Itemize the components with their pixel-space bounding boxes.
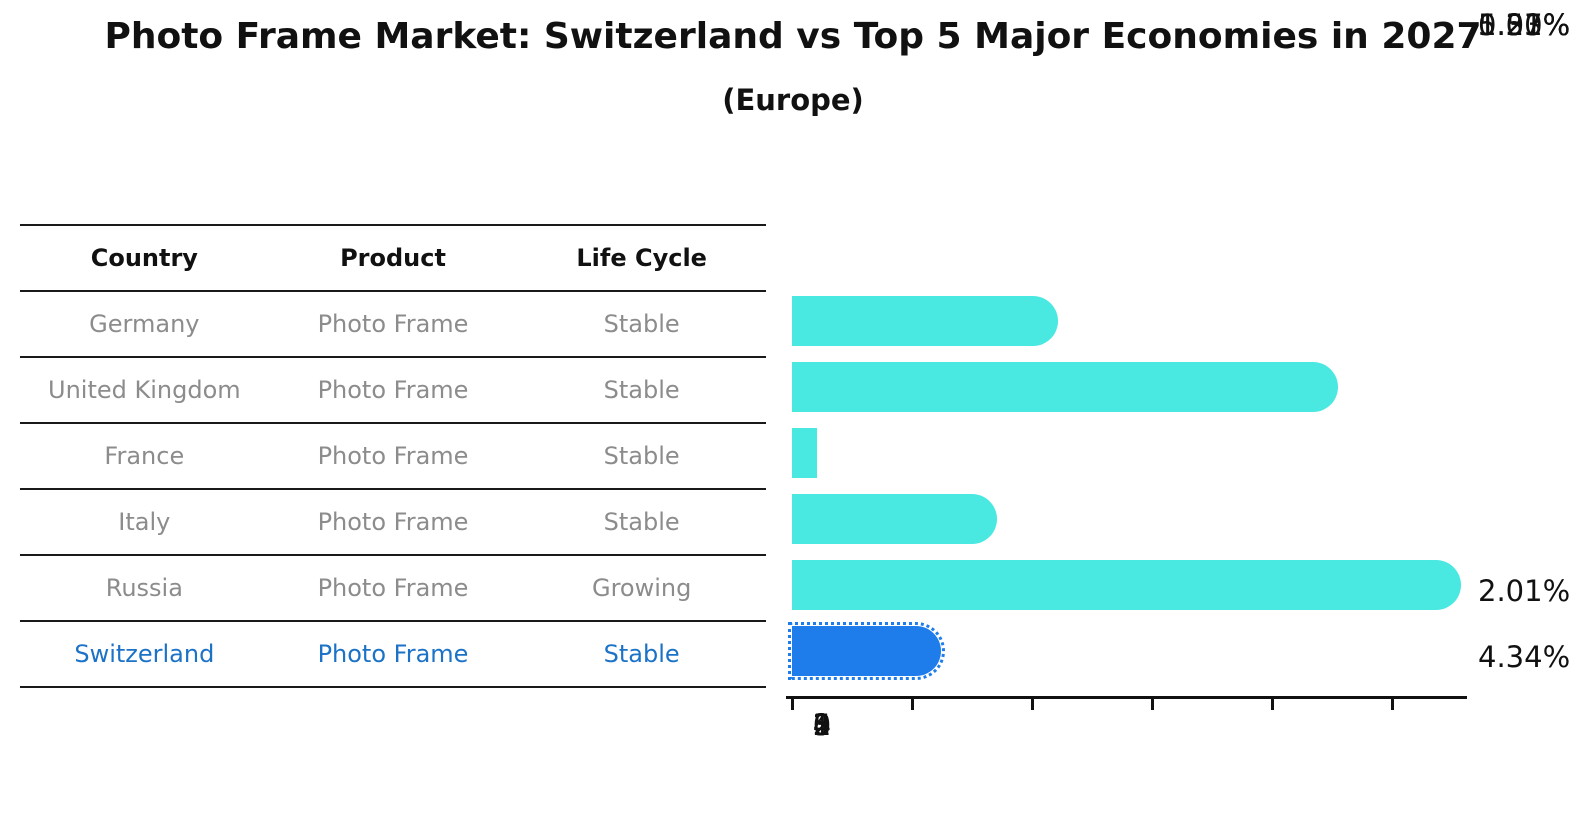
value-label-united-kingdom: 4.34%	[1478, 640, 1571, 674]
value-label-switzerland: 1.03%	[1478, 8, 1571, 42]
value-label-russia: 5.37%	[1478, 8, 1571, 42]
table-row-italy: Italy Photo Frame Stable	[20, 490, 766, 556]
x-axis-tick	[791, 699, 794, 710]
lifecycle-cell: Stable	[603, 508, 680, 536]
column-header-lifecycle: Life Cycle	[576, 244, 707, 272]
table-row-united-kingdom: United Kingdom Photo Frame Stable	[20, 358, 766, 424]
country-cell: Russia	[105, 574, 183, 602]
product-cell: Photo Frame	[317, 376, 469, 404]
product-cell: Photo Frame	[317, 310, 469, 338]
x-tick-label: 3	[812, 708, 832, 742]
bar-united-kingdom	[792, 362, 1338, 412]
x-axis-tick	[1391, 699, 1394, 710]
lifecycle-cell: Stable	[603, 376, 680, 404]
x-tick-label: 1	[812, 708, 832, 742]
table-row-switzerland: Switzerland Photo Frame Stable	[20, 622, 766, 688]
column-header-country: Country	[90, 244, 198, 272]
bar-italy	[792, 494, 997, 544]
value-label-germany: 2.01%	[1478, 574, 1571, 608]
x-axis-tick	[1151, 699, 1154, 710]
x-axis-line	[786, 696, 1467, 699]
bar-germany	[792, 296, 1059, 346]
x-axis-tick	[1271, 699, 1274, 710]
product-cell: Photo Frame	[317, 442, 469, 470]
value-label-france: 0.21%	[1478, 8, 1571, 42]
lifecycle-cell: Stable	[603, 442, 680, 470]
table-row-france: France Photo Frame Stable	[20, 424, 766, 490]
column-header-product: Product	[340, 244, 446, 272]
x-tick-label: 4	[812, 708, 832, 742]
data-table: Country Product Life Cycle Germany Photo…	[20, 224, 766, 688]
country-cell: United Kingdom	[48, 376, 241, 404]
country-cell: France	[104, 442, 185, 470]
product-cell: Photo Frame	[317, 574, 469, 602]
lifecycle-cell: Growing	[591, 574, 692, 602]
lifecycle-cell: Stable	[603, 310, 680, 338]
country-cell: Italy	[118, 508, 171, 536]
x-axis-tick	[911, 699, 914, 710]
table-header-row: Country Product Life Cycle	[20, 226, 766, 292]
bar-switzerland	[788, 622, 945, 680]
table-row-russia: Russia Photo Frame Growing	[20, 556, 766, 622]
chart-subtitle: (Europe)	[722, 83, 864, 117]
country-cell: Germany	[89, 310, 200, 338]
product-cell: Photo Frame	[317, 508, 469, 536]
x-tick-label: 2	[812, 708, 832, 742]
bar-chart: 0 1 2 3 4 5	[786, 296, 1467, 756]
x-tick-label: 0	[812, 708, 832, 742]
x-axis-tick	[1031, 699, 1034, 710]
product-cell: Photo Frame	[317, 640, 469, 668]
x-tick-label: 5	[812, 708, 832, 742]
bar-france	[792, 428, 818, 478]
value-label-italy: 1.50%	[1478, 8, 1571, 42]
chart-title: Photo Frame Market: Switzerland vs Top 5…	[104, 16, 1482, 57]
lifecycle-cell: Stable	[603, 640, 680, 668]
country-cell: Switzerland	[74, 640, 215, 668]
bar-russia	[792, 560, 1462, 610]
table-row-germany: Germany Photo Frame Stable	[20, 292, 766, 358]
